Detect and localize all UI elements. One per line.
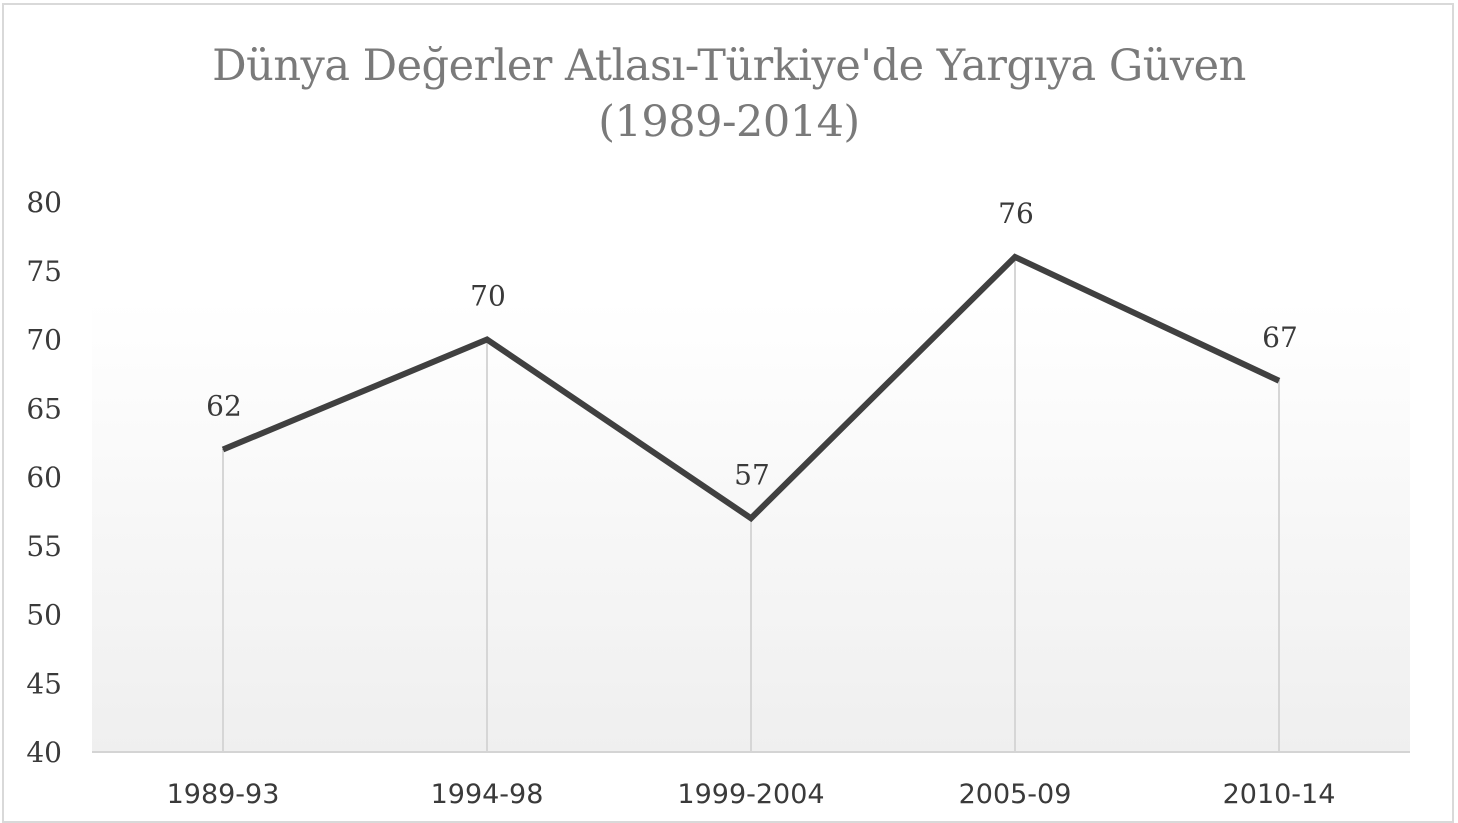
x-tick-label-2010-14: 2010-14 — [1223, 779, 1336, 810]
x-tick-label-1999-2004: 1999-2004 — [677, 779, 824, 810]
data-labels: 62 70 57 76 67 — [206, 197, 1298, 491]
y-tick-label-75: 75 — [26, 255, 62, 288]
y-tick-label-45: 45 — [26, 667, 62, 700]
data-label-1989-93: 62 — [206, 390, 242, 423]
x-tick-label-1994-98: 1994-98 — [431, 779, 544, 810]
y-tick-label-70: 70 — [26, 324, 62, 357]
data-point-1989-93 — [222, 449, 224, 450]
x-axis-ticks: 1989-93 1994-98 1999-2004 2005-09 2010-14 — [167, 779, 1336, 810]
y-tick-label-55: 55 — [26, 530, 62, 563]
y-axis-ticks: 40 45 50 55 60 65 70 75 80 — [26, 186, 62, 769]
chart-title-line-2: (1989-2014) — [598, 97, 860, 147]
data-label-1994-98: 70 — [470, 280, 506, 313]
y-tick-label-65: 65 — [26, 392, 62, 425]
data-point-2010-14 — [1278, 380, 1280, 382]
x-tick-label-1989-93: 1989-93 — [167, 779, 280, 810]
series-line-group — [221, 253, 1281, 523]
chart-title: Dünya Değerler Atlası-Türkiye'de Yargıya… — [0, 38, 1458, 150]
data-point-1999-2004 — [750, 517, 752, 519]
data-label-2010-14: 67 — [1262, 321, 1298, 354]
data-label-2005-09: 76 — [998, 197, 1034, 230]
y-tick-label-50: 50 — [26, 599, 62, 632]
data-point-1994-98 — [486, 339, 488, 340]
y-tick-label-60: 60 — [26, 461, 62, 494]
data-label-1999-2004: 57 — [734, 458, 770, 491]
data-point-2005-09 — [1014, 256, 1016, 258]
chart-title-line-1: Dünya Değerler Atlası-Türkiye'de Yargıya… — [212, 41, 1246, 91]
x-tick-label-2005-09: 2005-09 — [959, 779, 1072, 810]
y-tick-label-80: 80 — [26, 186, 62, 219]
y-tick-label-40: 40 — [26, 736, 62, 769]
drop-lines — [222, 257, 1280, 752]
